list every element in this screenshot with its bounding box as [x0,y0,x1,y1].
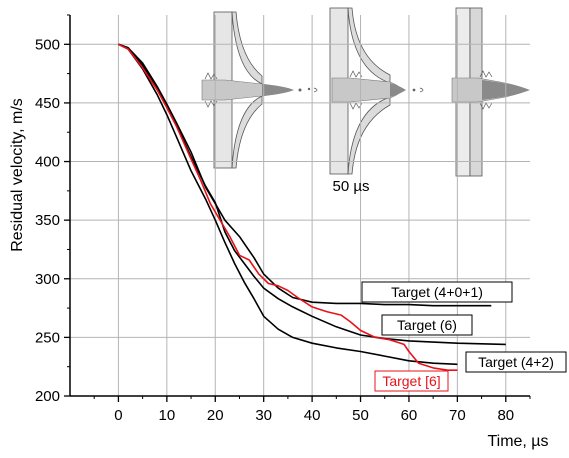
axes [64,14,531,402]
x-tick-label: 70 [449,407,466,424]
series [118,43,506,372]
y-tick-label: 300 [35,271,60,288]
x-tick-label: 40 [304,407,321,424]
callout-box [361,281,513,303]
callout-4: Target [6] [374,370,449,392]
callout-label: Target [6] [382,373,440,389]
snapshot-1 [201,11,318,169]
series-line-1 [118,43,492,307]
callout-2: Target (6) [381,314,473,336]
series-line-4 [118,43,458,372]
x-tick-label: 50 [352,407,369,424]
callout-box [465,351,567,373]
x-tick-label: 10 [158,407,175,424]
y-axis-label: Residual velocity, m/s [9,98,26,252]
series-line-3 [118,43,458,366]
inset-caption: 50 µs [333,178,370,195]
callout-1: Target (4+0+1) [361,281,513,303]
callout-box [374,370,449,392]
x-tick-label: 0 [114,407,122,424]
callout-3: Target (4+2) [465,351,567,373]
x-tick-label: 20 [207,407,224,424]
callout-label: Target (6) [397,317,457,333]
y-tick-label: 350 [35,212,60,229]
y-tick-label: 450 [35,95,60,112]
grid [70,15,530,397]
snapshot-3 [451,7,530,177]
y-tick-label: 250 [35,329,60,346]
snapshot-2 [329,7,424,175]
x-tick-label: 80 [497,407,514,424]
inset-penetration-snapshots [201,7,530,177]
callout-label: Target (4+2) [478,354,554,370]
x-tick-label: 60 [401,407,418,424]
callouts: Target (4+0+1) Target (6) Target (4+2) Targ… [361,281,567,392]
x-axis-label: Time, µs [487,433,548,450]
y-tick-label: 200 [35,388,60,405]
callout-label: Target (4+0+1) [391,284,483,300]
tick-labels: 0 10 20 30 40 50 60 70 80 200 250 300 350 400 450 500 [35,36,514,424]
y-tick-label: 400 [35,154,60,171]
x-tick-label: 30 [255,407,272,424]
callout-box [381,314,473,336]
y-tick-label: 500 [35,36,60,53]
